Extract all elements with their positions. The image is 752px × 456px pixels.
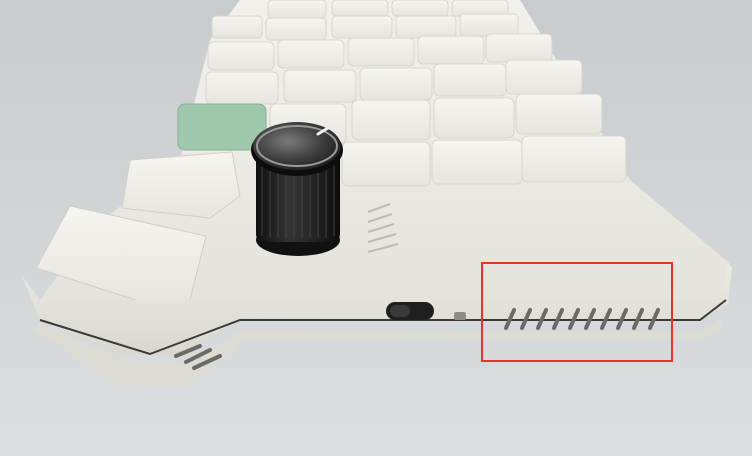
case-bottom — [34, 318, 722, 386]
highlight-box — [481, 262, 673, 362]
case-front — [22, 262, 732, 356]
texture-lines — [367, 203, 399, 253]
keycap-grid — [205, 0, 627, 187]
thumb-key-upper — [121, 151, 241, 219]
rotary-knob — [251, 122, 343, 256]
corner-vents — [174, 344, 222, 370]
thumb-key-lower — [35, 205, 207, 305]
accent-keycap — [177, 103, 267, 151]
led-indicator — [454, 312, 466, 320]
case-seam — [39, 299, 727, 356]
side-vent-grille — [504, 308, 660, 330]
